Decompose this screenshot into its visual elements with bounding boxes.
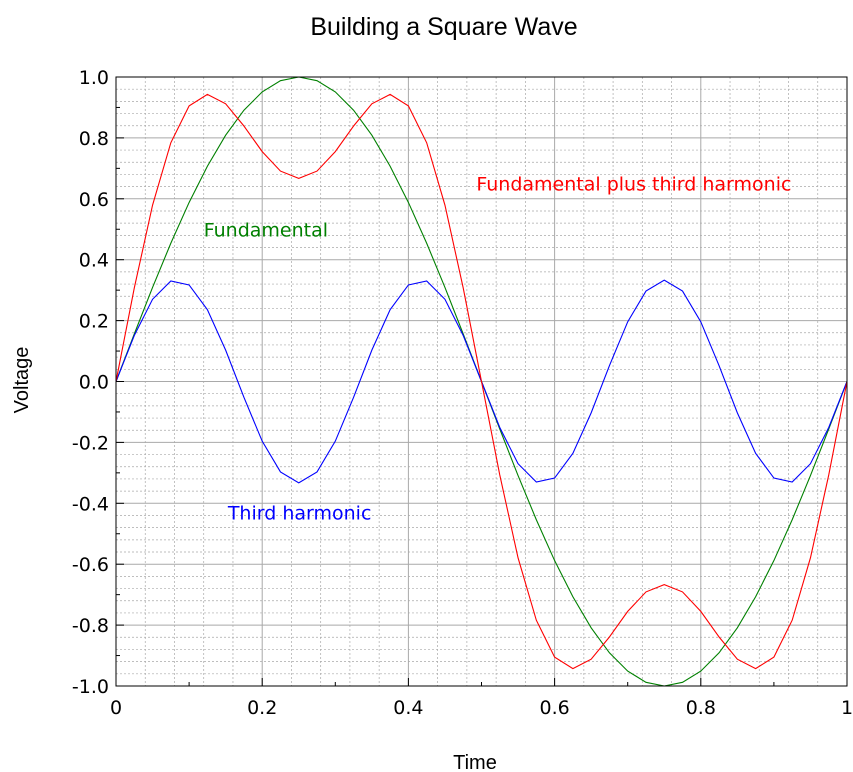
x-tick-label: 0.8 [686,697,716,719]
x-tick-label: 0.2 [247,697,277,719]
series-line-fundamental-plus-third-harmonic [115,93,848,670]
y-tick-label: 0.0 [79,372,109,394]
y-tick-label: -0.2 [72,432,109,454]
y-tick-label: 0.8 [79,128,109,150]
x-tick-label: 1 [841,697,853,719]
annotation-label: Fundamental [204,219,328,241]
y-tick-label: 0.2 [79,311,109,333]
y-tick-label: 0.4 [79,250,109,272]
x-tick-label: 0 [110,697,122,719]
y-tick-label: -0.4 [72,493,109,515]
plot-series [115,76,848,687]
chart-title: Building a Square Wave [310,13,577,41]
y-tick-label: 0.6 [79,189,109,211]
y-axis-label: Voltage [11,347,33,414]
annotation-label: Third harmonic [227,502,372,524]
y-tick-label: -0.8 [72,615,109,637]
x-tick-label: 0.6 [539,697,569,719]
plot-annotations: Fundamental Third harmonic Fundamental plu… [204,174,792,525]
y-tick-label: -1.0 [72,676,109,698]
axis-ticks: 0 0.2 0.4 0.6 0.8 1 1.0 0.8 0.6 0.4 0.2 0.0 -0.2 -0.4… [72,67,853,719]
annotation-label: Fundamental plus third harmonic [476,174,791,196]
x-tick-label: 0.4 [393,697,423,719]
y-tick-label: -0.6 [72,554,109,576]
x-axis-label: Time [453,752,497,772]
y-tick-label: 1.0 [79,67,109,89]
